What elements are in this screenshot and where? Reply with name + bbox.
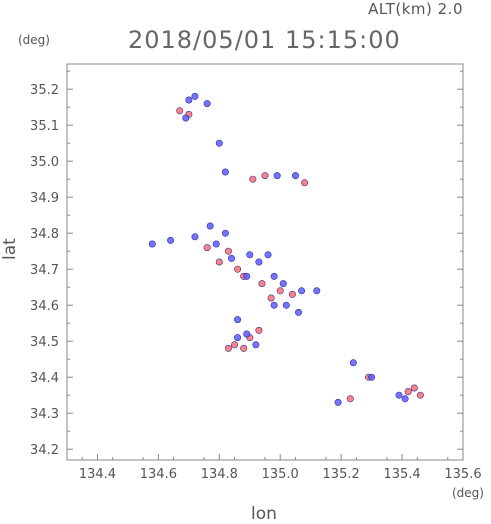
y-tick-label: 35.1 [30,119,59,134]
data-point [215,139,223,147]
y-tick-label: 35.2 [30,83,59,98]
y-tick-label: 34.8 [30,227,59,242]
data-point [191,92,199,100]
chart-marks [148,92,424,406]
y-tick-label: 34.6 [30,299,59,314]
data-point [313,287,321,295]
data-point [255,258,263,266]
data-point [261,172,269,180]
data-point [191,233,199,241]
data-point [148,240,156,248]
y-tick-label: 35.0 [30,155,59,170]
data-point [264,251,272,259]
data-point [203,244,211,252]
data-point [258,280,266,288]
data-point [246,251,254,259]
x-tick-label: 135.4 [383,467,420,482]
data-point [301,179,309,187]
data-point [279,280,287,288]
y-tick-label: 34.3 [30,407,59,422]
data-point [224,247,232,255]
altitude-label: ALT(km) 2.0 [368,0,463,18]
x-tick-label: 134.4 [79,467,116,482]
data-point [240,344,248,352]
y-axis-ticks: 34.2 34.3 34.4 34.5 34.6 34.7 34.8 34.9 35.0 35.1… [30,70,463,458]
data-point [231,341,239,349]
x-tick-label: 134.8 [201,467,238,482]
data-point [234,265,242,273]
y-tick-label: 34.5 [30,335,59,350]
y-tick-label: 34.2 [30,443,59,458]
data-point [185,96,193,104]
data-point [416,391,424,399]
data-point [234,334,242,342]
data-point [346,395,354,403]
y-tick-label: 34.9 [30,191,59,206]
x-axis-unit: (deg) [452,486,484,500]
x-tick-label: 135.6 [444,467,481,482]
data-point [212,240,220,248]
data-point [404,388,412,396]
x-tick-label: 135.2 [323,467,360,482]
data-point [206,222,214,230]
data-point [349,359,357,367]
data-point [227,254,235,262]
data-point [291,172,299,180]
timestamp-title: 2018/05/01 15:15:00 [128,26,401,54]
data-point [270,272,278,280]
data-point [276,287,284,295]
data-point [215,258,223,266]
data-point [182,114,190,122]
data-point [334,398,342,406]
data-point [270,301,278,309]
data-point [243,330,251,338]
data-point [249,175,257,183]
data-point [282,301,290,309]
x-axis-label: lon [251,504,277,524]
data-point [410,384,418,392]
data-point [295,308,303,316]
data-point [167,236,175,244]
data-point [298,287,306,295]
y-axis-unit: (deg) [18,33,50,47]
data-point [252,341,260,349]
data-point [234,316,242,324]
data-point [255,326,263,334]
data-point [221,168,229,176]
data-point [267,294,275,302]
x-tick-label: 134.6 [140,467,177,482]
data-point [224,344,232,352]
data-point [288,290,296,298]
y-tick-label: 34.7 [30,263,59,278]
data-point [273,172,281,180]
data-point [243,272,251,280]
data-point [401,395,409,403]
data-point [395,391,403,399]
data-point [221,229,229,237]
data-point [368,373,376,381]
x-tick-label: 135.0 [262,467,299,482]
data-point [203,100,211,108]
y-tick-label: 34.4 [30,371,59,386]
data-point [176,107,184,115]
x-axis-ticks: 134.4 134.6 134.8 135.0 135.2 135.4 135.6 [79,454,482,482]
